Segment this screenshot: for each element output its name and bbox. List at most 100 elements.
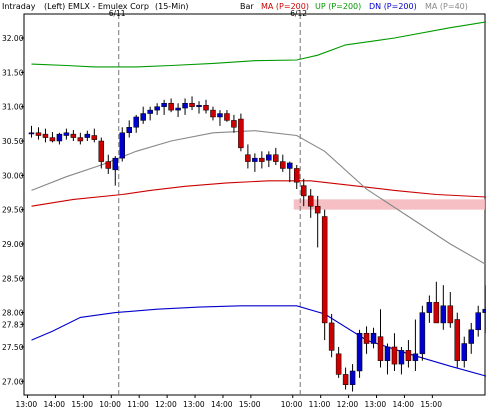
- legend-dn200: DN (P=200): [369, 2, 417, 11]
- candle-body: [475, 312, 481, 331]
- y-tick-label: 31.00: [2, 103, 24, 112]
- candle-body: [63, 132, 70, 136]
- candle-body: [42, 133, 49, 138]
- candle-body: [126, 127, 132, 134]
- y-tick-label: 32.00: [2, 34, 24, 43]
- x-tick-label: 12:00: [337, 400, 359, 409]
- x-tick-label: 11:00: [127, 400, 149, 409]
- candle-body: [245, 154, 251, 162]
- x-tick-label: 15:00: [71, 400, 93, 409]
- day-marker-label: 6/12: [290, 9, 307, 18]
- y-tick-label: 27.00: [2, 377, 24, 386]
- candle-body: [356, 332, 363, 372]
- candle-body: [273, 154, 279, 162]
- day-marker-label: 6/11: [109, 9, 126, 18]
- candle-body: [231, 120, 237, 128]
- legend-ma200: MA (P=200): [261, 2, 309, 11]
- candle-body: [105, 161, 112, 169]
- candle-body: [119, 132, 125, 159]
- x-tick-label: 15:00: [420, 400, 442, 409]
- candle-body: [154, 106, 160, 111]
- candle-body: [182, 102, 188, 109]
- candle-body: [147, 109, 153, 114]
- y-tick-label: 30.50: [2, 137, 24, 146]
- x-tick-label: 15:00: [239, 400, 261, 409]
- symbol-label: EMLX - Emulex Corp: [68, 2, 149, 11]
- candle-body: [335, 353, 342, 375]
- candle-body: [259, 157, 265, 162]
- candle-body: [482, 308, 486, 313]
- legend-ma40: MA (P=40): [425, 2, 468, 11]
- candle-body: [426, 302, 433, 313]
- candle-body: [224, 113, 230, 121]
- candle-body: [77, 137, 84, 142]
- legend-bar: Bar: [240, 2, 254, 11]
- candle-body: [210, 109, 216, 118]
- candle-body: [412, 353, 419, 361]
- candle-body: [447, 305, 454, 324]
- candle-body: [468, 329, 474, 344]
- candle-body: [454, 319, 461, 361]
- candle-body: [405, 350, 412, 361]
- candle-body: [370, 332, 377, 344]
- x-tick-label: 11:00: [309, 400, 331, 409]
- candle-body: [280, 161, 286, 169]
- candle-body: [112, 157, 119, 171]
- x-tick-label: 14:00: [211, 400, 233, 409]
- candle-body: [168, 102, 174, 111]
- candle-body: [328, 322, 335, 351]
- candle-body: [300, 185, 307, 197]
- x-tick-label: 13:00: [183, 400, 205, 409]
- candle-body: [70, 133, 77, 138]
- candle-body: [189, 102, 195, 107]
- candle-body: [342, 374, 349, 385]
- x-tick-label: 10:00: [99, 400, 121, 409]
- y-tick-label: 27.50: [2, 343, 24, 352]
- candle-body: [433, 302, 440, 324]
- candle-body: [363, 332, 370, 344]
- period-label: (15-Min): [155, 2, 189, 11]
- candle-body: [293, 168, 300, 183]
- candle-body: [349, 370, 356, 385]
- candle-body: [84, 133, 91, 138]
- candle-body: [161, 102, 167, 107]
- candle-body: [377, 336, 384, 361]
- candle-body: [98, 140, 105, 162]
- x-tick-label: 12:00: [155, 400, 177, 409]
- x-tick-label: 14:00: [43, 400, 65, 409]
- candle-body: [28, 132, 35, 135]
- candle-body: [203, 105, 209, 111]
- candle-body: [56, 133, 63, 142]
- axis-side-label: (Left): [44, 2, 65, 11]
- candle-body: [238, 118, 244, 149]
- candle-body: [196, 105, 202, 107]
- candle-body: [321, 216, 328, 324]
- series-line-up-p-200: [31, 21, 486, 68]
- x-tick-label: 13:00: [16, 400, 38, 409]
- candle-body: [398, 350, 405, 365]
- candle-body: [217, 113, 223, 118]
- x-tick-label: 10:00: [281, 400, 303, 409]
- candle-body: [461, 343, 468, 361]
- y-tick-label: 29.50: [2, 206, 24, 215]
- y-tick-label: 28.00: [2, 309, 24, 318]
- candle-body: [287, 162, 293, 169]
- candle-body: [419, 312, 426, 355]
- candle-body: [175, 107, 181, 111]
- candle-body: [391, 346, 398, 365]
- y-tick-label: 27.83: [2, 320, 24, 329]
- candle-body: [314, 205, 321, 214]
- x-tick-label: 13:00: [365, 400, 387, 409]
- y-tick-label: 28.50: [2, 274, 24, 283]
- candle-body: [35, 132, 42, 136]
- series-line-ma-p-200: [31, 180, 486, 207]
- candle-body: [49, 137, 56, 142]
- y-tick-label: 29.00: [2, 240, 24, 249]
- candle-body: [440, 305, 447, 324]
- candle-body: [91, 135, 98, 140]
- candle-body: [252, 157, 258, 162]
- x-tick-label: 14:00: [392, 400, 414, 409]
- candle-body: [133, 116, 139, 128]
